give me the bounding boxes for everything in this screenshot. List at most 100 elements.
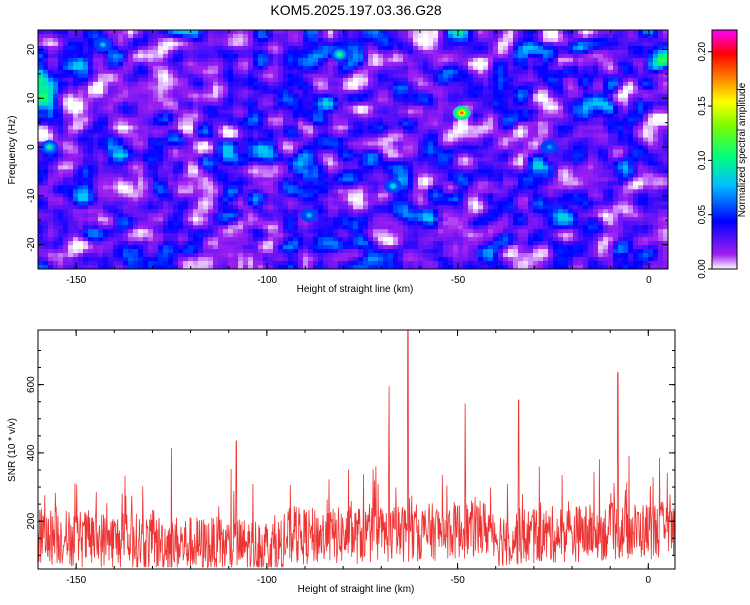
heatmap-cell	[543, 157, 549, 162]
heatmap-cell	[648, 101, 654, 107]
heatmap-cell	[283, 165, 289, 170]
heatmap-cell	[648, 181, 654, 186]
heatmap-cell	[408, 185, 414, 190]
heatmap-cell	[233, 113, 239, 119]
heatmap-cell	[608, 33, 614, 39]
heatmap-cell	[173, 185, 179, 190]
heatmap-cell	[483, 133, 489, 138]
heatmap-cell	[253, 165, 259, 170]
heatmap-cell	[318, 77, 324, 83]
heatmap-cell	[648, 65, 654, 71]
heatmap-cell	[268, 30, 274, 35]
heatmap-cell	[223, 101, 229, 107]
heatmap-cell	[658, 121, 664, 126]
heatmap-cell	[443, 101, 449, 107]
heatmap-cell	[503, 53, 509, 59]
heatmap-cell	[168, 85, 174, 91]
heatmap-cell	[523, 169, 529, 174]
heatmap-cell	[208, 97, 214, 103]
heatmap-cell	[363, 45, 369, 51]
heatmap-cell	[448, 129, 454, 134]
heatmap-cell	[213, 30, 219, 35]
heatmap-cell	[283, 69, 289, 75]
heatmap-cell	[298, 169, 304, 174]
heatmap-cell	[363, 73, 369, 79]
heatmap-cell	[353, 165, 359, 170]
heatmap-cell	[638, 125, 644, 130]
heatmap-cell	[658, 133, 664, 138]
heatmap-cell	[353, 97, 359, 103]
heatmap-cell	[198, 57, 204, 63]
heatmap-cell	[53, 65, 59, 71]
heatmap-cell	[348, 141, 354, 146]
heatmap-cell	[273, 109, 279, 115]
heatmap-cell	[443, 41, 449, 47]
heatmap-cell	[628, 49, 634, 55]
heatmap-cell	[583, 157, 589, 162]
heatmap-cell	[223, 57, 229, 63]
heatmap-cell	[253, 153, 259, 158]
heatmap-cell	[413, 57, 419, 63]
heatmap-cell	[568, 181, 574, 186]
heatmap-cell	[448, 65, 454, 71]
heatmap-cell	[298, 53, 304, 59]
heatmap-cell	[468, 153, 474, 158]
heatmap-cell	[208, 49, 214, 55]
heatmap-cell	[663, 145, 668, 150]
heatmap-cell	[338, 121, 344, 126]
heatmap-cell	[403, 57, 409, 63]
heatmap-cell	[643, 105, 649, 111]
heatmap-cell	[278, 161, 284, 166]
heatmap-cell	[158, 113, 164, 119]
heatmap-cell	[588, 85, 594, 91]
heatmap-cell	[588, 133, 594, 138]
heatmap-cell	[588, 93, 594, 99]
heatmap-cell	[43, 33, 49, 39]
heatmap-cell	[203, 81, 209, 87]
heatmap-cell	[633, 77, 639, 83]
heatmap-cell	[453, 73, 459, 79]
heatmap-cell	[478, 173, 484, 178]
heatmap-cell	[323, 157, 329, 162]
heatmap-cell	[173, 73, 179, 79]
heatmap-cell	[588, 45, 594, 51]
heatmap-cell	[653, 41, 659, 47]
heatmap-cell	[73, 65, 79, 71]
heatmap-cell	[353, 77, 359, 83]
heatmap-cell	[543, 85, 549, 91]
heatmap-cell	[268, 65, 274, 71]
heatmap-cell	[188, 177, 194, 182]
heatmap-cell	[498, 85, 504, 91]
heatmap-cell	[293, 93, 299, 99]
heatmap-cell	[543, 153, 549, 158]
heatmap-cell	[88, 81, 94, 87]
heatmap-cell	[618, 113, 624, 119]
heatmap-cell	[618, 61, 624, 67]
heatmap-cell	[173, 161, 179, 166]
heatmap-cell	[458, 89, 464, 95]
heatmap-cell	[508, 133, 514, 138]
heatmap-cell	[63, 85, 69, 91]
heatmap-cell	[428, 117, 434, 123]
heatmap-cell	[653, 125, 659, 130]
heatmap-cell	[403, 129, 409, 134]
heatmap-cell	[138, 121, 144, 126]
heatmap-cell	[568, 53, 574, 59]
heatmap-cell	[408, 133, 414, 138]
heatmap-cell	[393, 101, 399, 107]
heatmap-cell	[473, 97, 479, 103]
heatmap-cell	[233, 181, 239, 186]
heatmap-cell	[263, 105, 269, 111]
heatmap-cell	[93, 137, 99, 142]
heatmap-cell	[58, 157, 64, 162]
heatmap-cell	[208, 69, 214, 75]
heatmap-cell	[238, 57, 244, 63]
heatmap-cell	[178, 97, 184, 103]
heatmap-cell	[423, 41, 429, 47]
heatmap-cell	[508, 57, 514, 63]
heatmap-cell	[513, 77, 519, 83]
heatmap-cell	[463, 141, 469, 146]
heatmap-cell	[143, 41, 149, 47]
heatmap-cell	[473, 53, 479, 59]
heatmap-cell	[608, 93, 614, 99]
